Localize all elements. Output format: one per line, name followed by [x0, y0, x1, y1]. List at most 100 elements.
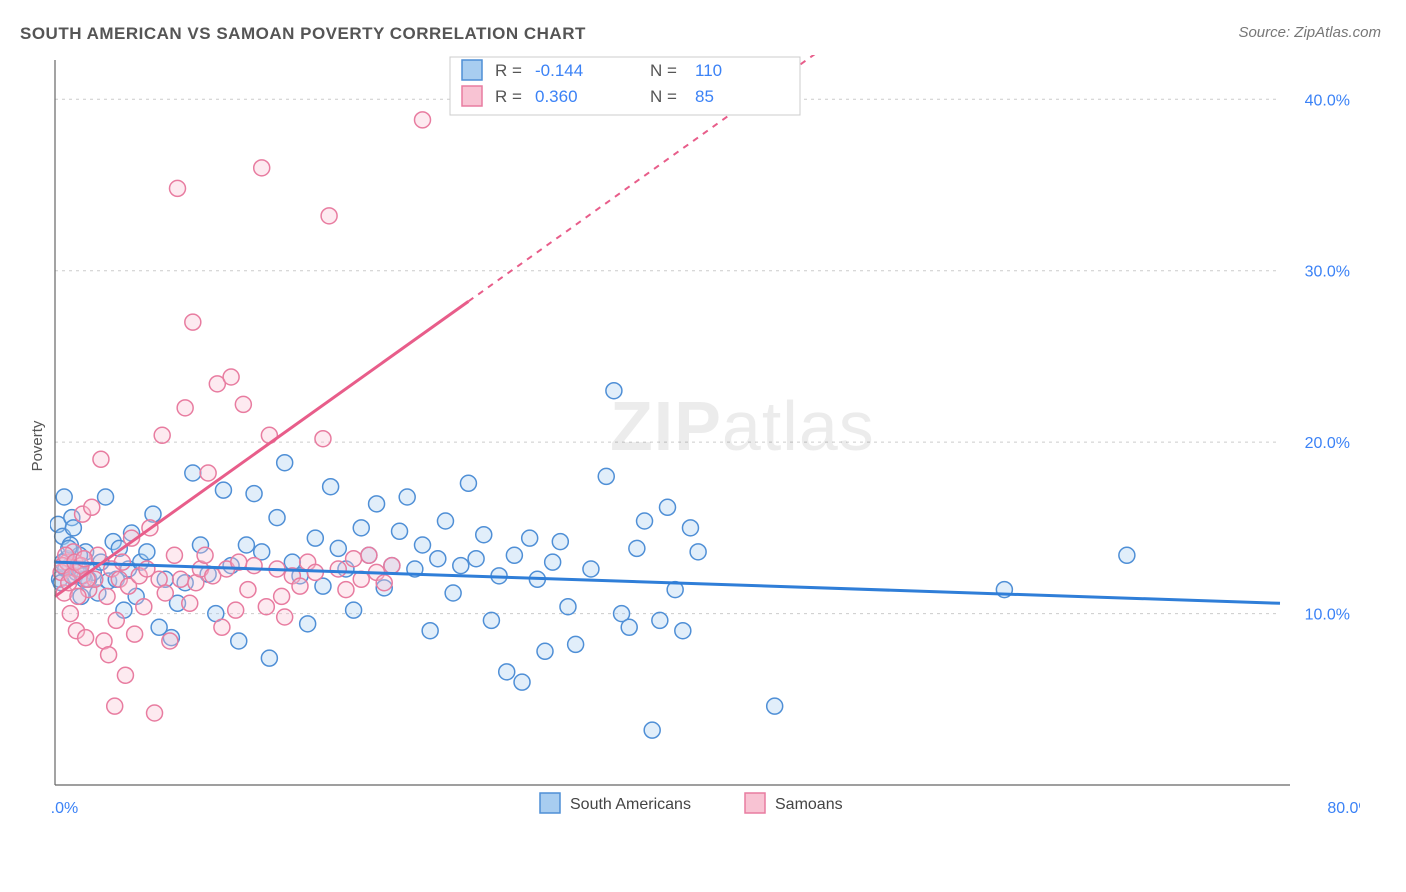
data-point [101, 647, 117, 663]
series-label: Samoans [775, 796, 843, 813]
data-point [240, 582, 256, 598]
data-point [261, 650, 277, 666]
data-point [506, 547, 522, 563]
data-point [392, 523, 408, 539]
data-point [99, 588, 115, 604]
y-tick-label: 20.0% [1305, 435, 1350, 452]
data-point [214, 619, 230, 635]
data-point [56, 489, 72, 505]
data-point [223, 369, 239, 385]
data-point [476, 527, 492, 543]
data-point [606, 383, 622, 399]
chart-container: SOUTH AMERICAN VS SAMOAN POVERTY CORRELA… [0, 0, 1406, 892]
data-point [108, 612, 124, 628]
data-point [415, 537, 431, 553]
data-point [215, 482, 231, 498]
data-point [675, 623, 691, 639]
data-point [182, 595, 198, 611]
data-point [307, 530, 323, 546]
y-tick-label: 30.0% [1305, 264, 1350, 281]
data-point [660, 499, 676, 515]
data-point [483, 612, 499, 628]
data-point [445, 585, 461, 601]
data-point [254, 160, 270, 176]
watermark: ZIPatlas [610, 387, 875, 465]
data-point [453, 558, 469, 574]
data-point [330, 561, 346, 577]
data-point [338, 582, 354, 598]
data-point [177, 400, 193, 416]
legend-r-label: R = [495, 87, 522, 106]
data-point [468, 551, 484, 567]
data-point [107, 698, 123, 714]
data-point [185, 465, 201, 481]
data-point [258, 599, 274, 615]
data-point [376, 575, 392, 591]
data-point [1119, 547, 1135, 563]
data-point [537, 643, 553, 659]
series-label: South Americans [570, 796, 691, 813]
data-point [621, 619, 637, 635]
data-point [98, 489, 114, 505]
data-point [166, 547, 182, 563]
y-axis-label: Poverty [29, 421, 46, 472]
data-point [147, 705, 163, 721]
data-point [170, 180, 186, 196]
x-tick-label: 0.0% [50, 800, 78, 817]
data-point [154, 427, 170, 443]
data-point [62, 606, 78, 622]
data-point [568, 636, 584, 652]
data-point [139, 544, 155, 560]
data-point [78, 630, 94, 646]
data-point [437, 513, 453, 529]
chart-svg: 10.0%20.0%30.0%40.0%ZIPatlas0.0%80.0%R =… [50, 55, 1360, 825]
data-point [652, 612, 668, 628]
data-point [629, 540, 645, 556]
data-point [70, 588, 86, 604]
source-label: Source: ZipAtlas.com [1238, 24, 1381, 41]
legend-n-label: N = [650, 87, 677, 106]
data-point [197, 547, 213, 563]
legend-n-value: 85 [695, 87, 714, 106]
chart-title: SOUTH AMERICAN VS SAMOAN POVERTY CORRELA… [20, 24, 586, 44]
data-point [185, 314, 201, 330]
data-point [246, 558, 262, 574]
y-tick-label: 10.0% [1305, 607, 1350, 624]
legend-n-value: 110 [695, 61, 722, 80]
data-point [644, 722, 660, 738]
data-point [269, 510, 285, 526]
data-point [235, 396, 251, 412]
data-point [162, 633, 178, 649]
data-point [315, 431, 331, 447]
data-point [84, 499, 100, 515]
legend-swatch [462, 60, 482, 80]
data-point [682, 520, 698, 536]
data-point [637, 513, 653, 529]
data-point [430, 551, 446, 567]
data-point [277, 609, 293, 625]
data-point [330, 540, 346, 556]
data-point [522, 530, 538, 546]
legend-r-value: 0.360 [535, 87, 578, 106]
data-point [353, 520, 369, 536]
data-point [114, 554, 130, 570]
plot-area: 10.0%20.0%30.0%40.0%ZIPatlas0.0%80.0%R =… [50, 55, 1360, 825]
data-point [292, 578, 308, 594]
data-point [157, 585, 173, 601]
data-point [690, 544, 706, 560]
data-point [422, 623, 438, 639]
data-point [415, 112, 431, 128]
legend-swatch [462, 86, 482, 106]
data-point [200, 465, 216, 481]
legend-r-value: -0.144 [535, 61, 583, 80]
data-point [499, 664, 515, 680]
data-point [93, 451, 109, 467]
data-point [127, 626, 143, 642]
data-point [598, 468, 614, 484]
data-point [346, 551, 362, 567]
data-point [514, 674, 530, 690]
data-point [552, 534, 568, 550]
data-point [560, 599, 576, 615]
y-tick-label: 40.0% [1305, 92, 1350, 109]
legend-r-label: R = [495, 61, 522, 80]
